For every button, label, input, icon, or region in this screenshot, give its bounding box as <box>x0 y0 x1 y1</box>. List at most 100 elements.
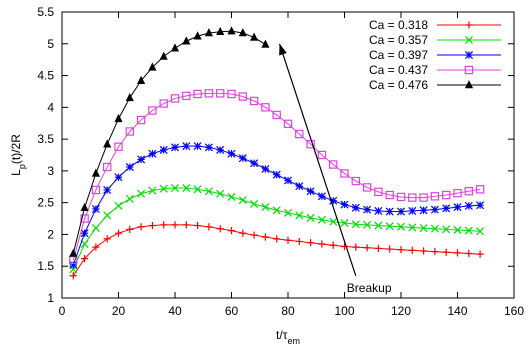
data-point <box>340 200 349 209</box>
data-point <box>283 176 293 185</box>
data-point <box>114 173 123 182</box>
data-point <box>295 237 303 246</box>
data-point <box>283 119 293 129</box>
data-point <box>408 206 417 215</box>
data-point <box>329 196 338 205</box>
data-point <box>464 226 473 235</box>
data-point <box>227 149 236 158</box>
data-point <box>125 92 134 102</box>
data-point <box>272 206 281 215</box>
y-axis-label: Lp(t)/2R <box>9 134 27 176</box>
y-tick-label: 4.5 <box>37 69 54 83</box>
data-point <box>318 240 326 248</box>
data-point <box>295 182 304 191</box>
data-point <box>125 127 134 136</box>
y-tick-label: 5.5 <box>37 5 54 19</box>
data-point <box>419 224 428 233</box>
data-point <box>91 168 100 177</box>
data-point <box>329 241 337 249</box>
data-point <box>306 213 315 222</box>
data-point <box>476 250 484 258</box>
data-point <box>193 185 202 194</box>
data-point <box>204 143 213 152</box>
y-axis-label-sub: p <box>17 164 27 169</box>
data-point <box>430 224 439 233</box>
data-point <box>238 196 247 205</box>
data-point <box>385 190 394 200</box>
legend-label: Ca = 0.437 <box>369 63 428 77</box>
data-point <box>159 145 168 154</box>
data-point <box>204 28 213 37</box>
data-point <box>250 159 259 168</box>
data-point <box>329 160 338 169</box>
data-point <box>340 218 349 228</box>
series-1 <box>69 221 484 280</box>
data-point <box>363 244 371 252</box>
data-point <box>170 94 180 103</box>
data-point <box>216 145 225 154</box>
series-layer <box>69 26 485 280</box>
data-point <box>261 164 270 174</box>
data-point <box>295 129 304 139</box>
x-tick-label: 80 <box>281 304 295 318</box>
data-point <box>194 221 202 230</box>
data-point <box>340 169 349 178</box>
data-point <box>430 192 440 201</box>
data-point <box>80 214 89 223</box>
data-point <box>430 205 439 214</box>
data-point <box>431 248 439 256</box>
data-point <box>239 229 247 237</box>
data-point <box>159 184 168 193</box>
y-tick-label: 3.5 <box>37 132 54 146</box>
y-tick-label: 2 <box>47 227 54 241</box>
data-point <box>114 113 123 123</box>
data-point <box>182 91 191 101</box>
data-point <box>69 260 78 269</box>
data-point <box>238 92 247 101</box>
data-point <box>408 193 417 202</box>
data-point <box>216 225 224 233</box>
data-point <box>273 235 281 243</box>
legend-label: Ca = 0.318 <box>369 18 428 32</box>
data-point <box>227 89 236 99</box>
data-point <box>125 163 134 172</box>
data-point <box>374 244 382 253</box>
data-point <box>283 208 293 217</box>
data-point <box>227 227 236 235</box>
y-axis-label-main: L <box>9 169 23 176</box>
data-point <box>148 221 156 230</box>
data-point <box>182 142 191 151</box>
data-point <box>114 142 123 151</box>
data-point <box>453 225 462 235</box>
data-point <box>453 203 462 212</box>
data-point <box>171 221 179 229</box>
data-point <box>363 205 372 214</box>
data-point <box>204 187 213 196</box>
data-point <box>453 188 462 198</box>
series-line <box>72 145 481 266</box>
data-point <box>182 221 190 229</box>
data-point <box>250 199 259 208</box>
data-point <box>102 162 112 172</box>
x-tick-label: 100 <box>334 304 354 318</box>
x-tick-label: 140 <box>447 304 467 318</box>
data-point <box>306 187 315 196</box>
legend-marker <box>464 65 474 75</box>
data-point <box>419 193 428 202</box>
data-point <box>272 110 281 120</box>
data-point <box>103 211 112 220</box>
series-4 <box>69 89 485 265</box>
data-point <box>216 89 225 98</box>
series-5 <box>69 26 270 257</box>
data-point <box>80 202 89 212</box>
data-point <box>137 75 146 84</box>
data-point <box>137 223 145 231</box>
data-point <box>307 239 315 247</box>
data-point <box>385 222 394 231</box>
axes: 0 20 40 60 80 100 120 140 160 1 1.5 2 2.5 3 3.5 4 4.5 5 5.… <box>9 5 524 346</box>
series-line <box>72 224 481 277</box>
legend-entry-4: Ca = 0.437 <box>369 63 501 77</box>
data-point <box>193 31 202 40</box>
data-point <box>340 242 349 251</box>
x-axis-label-main: t/τ <box>276 328 288 342</box>
